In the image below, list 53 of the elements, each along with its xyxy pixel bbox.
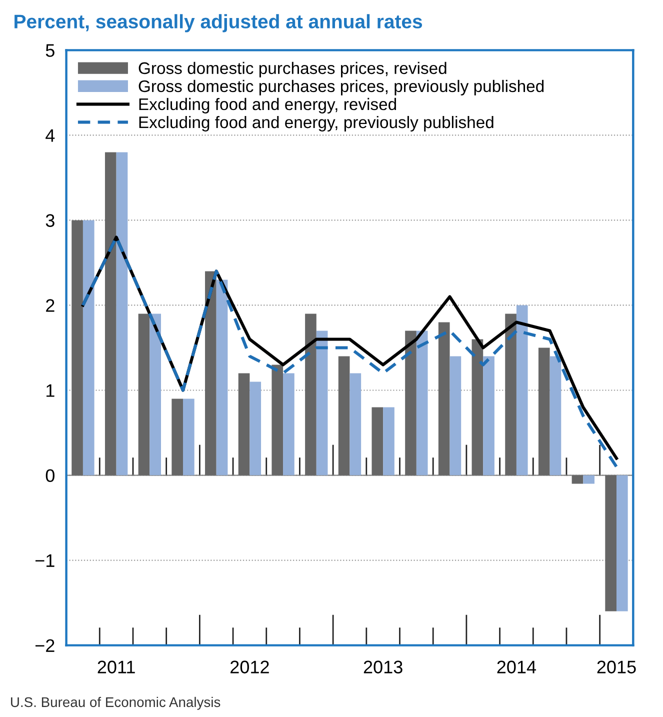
bar	[205, 271, 216, 476]
bar	[172, 398, 184, 476]
x-tick-label: 2015	[597, 660, 636, 674]
legend-label: Gross domestic purchases prices, previously published	[138, 80, 544, 96]
bar	[183, 398, 194, 476]
legend-label: Gross domestic purchases prices, revised	[138, 62, 446, 78]
x-tick-label: 2012	[230, 660, 269, 674]
bar	[238, 373, 250, 476]
bar	[150, 314, 161, 476]
legend-label: Excluding food and energy, revised	[139, 98, 396, 114]
bar	[416, 330, 428, 476]
bar	[116, 152, 128, 476]
y-tick-label: 5	[46, 44, 54, 57]
y-tick-label: 4	[46, 129, 55, 142]
bar	[138, 314, 150, 476]
x-tick-label: 2014	[497, 660, 536, 674]
y-tick-label: −1	[35, 554, 54, 567]
bar	[72, 220, 83, 476]
legend-label: Excluding food and energy, previously published	[139, 116, 494, 132]
bar	[405, 330, 416, 476]
x-tick-label: 2011	[98, 660, 135, 674]
bar	[538, 348, 550, 476]
y-tick-label: 2	[46, 299, 54, 312]
bar	[272, 364, 284, 476]
y-tick-label: 1	[46, 384, 54, 397]
bar	[250, 382, 262, 476]
bar	[472, 339, 484, 476]
bar	[283, 373, 294, 476]
bar	[516, 305, 528, 476]
bar	[572, 475, 584, 484]
bar	[605, 475, 616, 612]
chart-title: Percent, seasonally adjusted at annual rates	[14, 14, 422, 32]
bar	[438, 322, 450, 476]
bar	[583, 475, 594, 484]
y-tick-label: 0	[46, 469, 54, 482]
bar	[350, 373, 362, 476]
bar	[216, 280, 228, 476]
bar	[550, 356, 562, 476]
bar	[483, 356, 494, 476]
bar	[616, 475, 628, 612]
bar	[450, 356, 462, 476]
y-tick-label: 3	[46, 214, 54, 227]
bar	[82, 220, 94, 476]
bar	[104, 152, 116, 476]
bar	[383, 407, 394, 476]
bar	[505, 314, 516, 476]
bar	[372, 407, 384, 476]
x-tick-label: 2013	[364, 660, 402, 674]
y-tick-label: −2	[35, 639, 54, 652]
bar	[338, 356, 350, 476]
bar	[305, 314, 316, 476]
bar	[316, 330, 328, 476]
text: U.S. Bureau of Economic Analysis	[11, 696, 220, 710]
